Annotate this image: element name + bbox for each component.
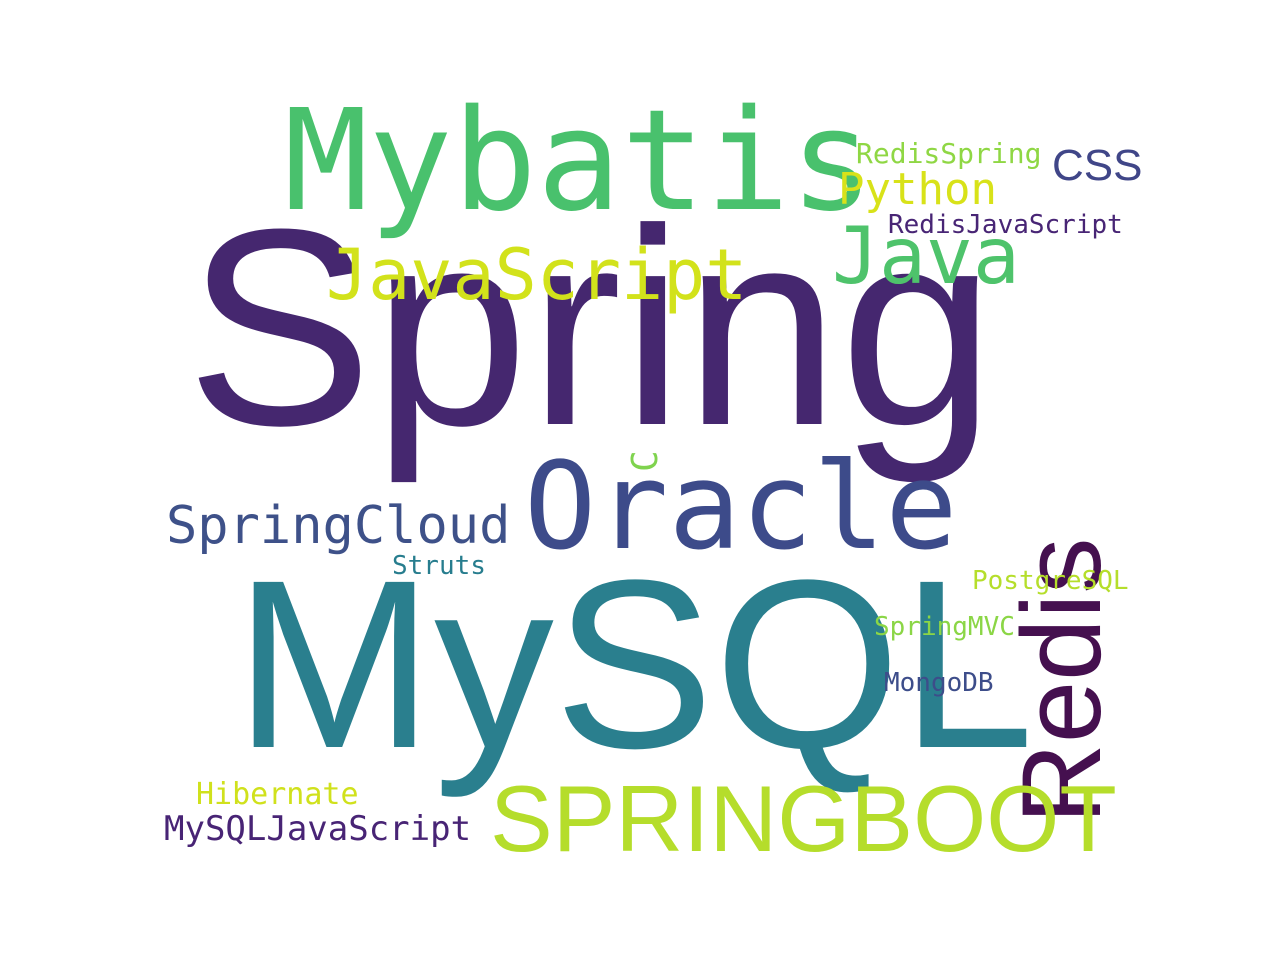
word-mongodb: MongoDB bbox=[884, 668, 994, 698]
word-struts: Struts bbox=[392, 551, 486, 581]
word-redisspring: RedisSpring bbox=[856, 137, 1042, 170]
word-springboot: SPRINGBOOT bbox=[490, 766, 1117, 871]
word-hibernate: Hibernate bbox=[196, 777, 359, 812]
word-javascript: JavaScript bbox=[326, 234, 748, 316]
word-springcloud: SpringCloud bbox=[166, 496, 511, 556]
word-python: Python bbox=[838, 164, 997, 215]
word-java: Java bbox=[832, 212, 1020, 302]
word-redisjavascript: RedisJavaScript bbox=[888, 210, 1123, 240]
word-css: CSS bbox=[1052, 141, 1143, 190]
word-mysql: MySQL bbox=[234, 530, 1035, 798]
word-mysqljavascript: MySQLJavaScript bbox=[164, 809, 472, 849]
word-oracle: Oracle bbox=[524, 438, 958, 577]
word-mybatis: Mybatis bbox=[284, 80, 875, 243]
word-c: C bbox=[625, 450, 666, 472]
word-postgresql: PostgreSQL bbox=[972, 566, 1129, 596]
word-springmvc: SpringMVC bbox=[874, 612, 1015, 642]
word-spring: Spring bbox=[186, 172, 996, 484]
